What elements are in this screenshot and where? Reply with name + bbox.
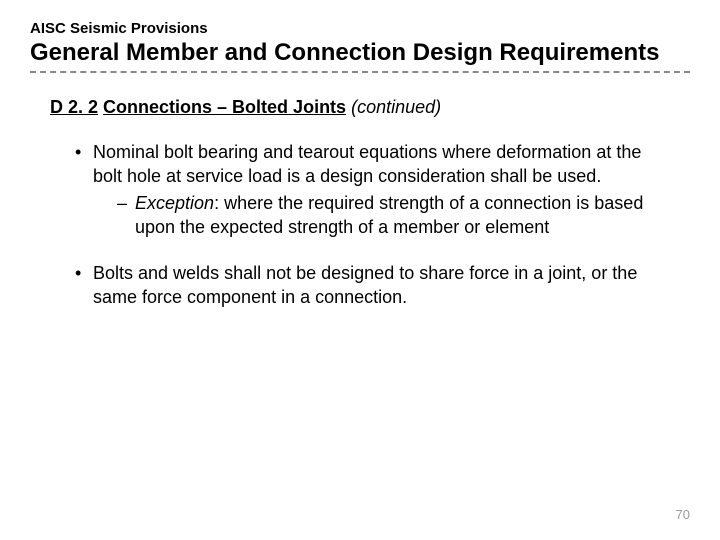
list-item: Nominal bolt bearing and tearout equatio… [75, 140, 670, 239]
page-title: General Member and Connection Design Req… [30, 39, 690, 67]
overline-text: AISC Seismic Provisions [30, 20, 690, 37]
bullet-text: Bolts and welds shall not be designed to… [93, 263, 637, 307]
bullet-text: Nominal bolt bearing and tearout equatio… [93, 142, 641, 186]
sub-list: Exception: where the required strength o… [117, 191, 670, 240]
section-name: Connections – Bolted Joints [103, 97, 346, 117]
title-divider [30, 71, 690, 73]
exception-label: Exception [135, 193, 214, 213]
section-code: D 2. 2 [50, 97, 98, 117]
section-heading: D 2. 2 Connections – Bolted Joints (cont… [50, 97, 690, 118]
section-suffix: (continued) [351, 97, 441, 117]
bullet-list: Nominal bolt bearing and tearout equatio… [75, 140, 670, 310]
list-item: Bolts and welds shall not be designed to… [75, 261, 670, 310]
page-number: 70 [676, 507, 690, 522]
sub-item: Exception: where the required strength o… [117, 191, 670, 240]
